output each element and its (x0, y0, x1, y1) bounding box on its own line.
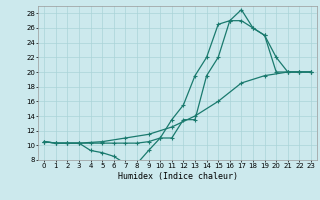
X-axis label: Humidex (Indice chaleur): Humidex (Indice chaleur) (118, 172, 238, 181)
